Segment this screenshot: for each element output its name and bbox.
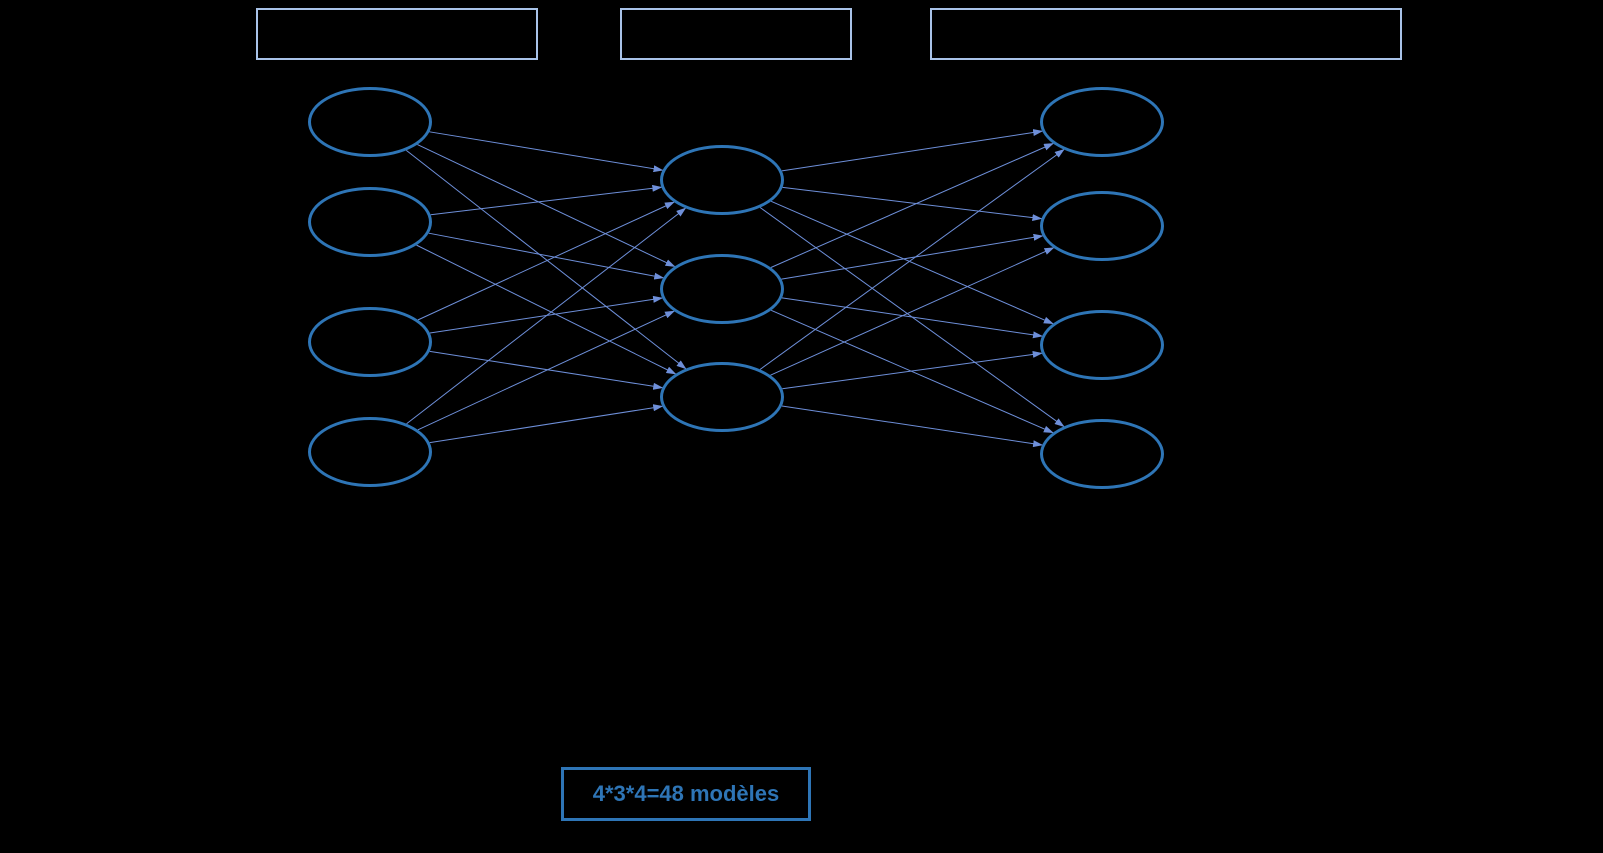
edge <box>418 202 674 320</box>
edge <box>431 187 662 215</box>
header-spatial-label: Echelle spatiale <box>327 23 467 46</box>
edge <box>781 236 1042 279</box>
summary-label: 4*3*4=48 modèles <box>593 781 780 807</box>
node-r4-label: r4 <box>1094 444 1110 464</box>
node-r4: r4 <box>1040 419 1164 489</box>
edge <box>782 298 1042 336</box>
edge <box>417 245 676 374</box>
summary-box: 4*3*4=48 modèles <box>561 767 811 821</box>
node-bretagne: Bretagne <box>308 187 432 257</box>
node-rcp45-label: RCP4.5 <box>692 280 752 299</box>
edge <box>771 144 1053 268</box>
edges-layer <box>0 0 1603 853</box>
edge <box>782 406 1042 445</box>
edge <box>430 351 662 387</box>
node-r2: r2 <box>1040 191 1164 261</box>
header-models: Simulations de modèles climatiques <box>930 8 1402 60</box>
node-brest-label: Brest <box>349 112 391 132</box>
edge <box>782 353 1041 389</box>
edge <box>782 131 1042 171</box>
node-monde: Monde <box>308 417 432 487</box>
header-spatial: Echelle spatiale <box>256 8 538 60</box>
edge <box>429 233 663 278</box>
header-models-label: Simulations de modèles climatiques <box>1007 23 1325 46</box>
node-rcp26-label: RCP2.6 <box>692 171 752 190</box>
node-rcp26: RCP2.6 <box>660 145 784 215</box>
header-scenario: Scénarios <box>620 8 852 60</box>
edge <box>430 406 662 442</box>
node-rcp85: RCP8.5 <box>660 362 784 432</box>
node-brest: Brest <box>308 87 432 157</box>
diagram-stage: Echelle spatiale Scénarios Simulations d… <box>0 0 1603 853</box>
node-bretagne-label: Bretagne <box>336 213 405 232</box>
node-france: France <box>308 307 432 377</box>
edge <box>407 208 686 423</box>
edge <box>760 208 1064 427</box>
node-r1: r1 <box>1040 87 1164 157</box>
node-r3-label: r3 <box>1094 335 1110 355</box>
node-r3: r3 <box>1040 310 1164 380</box>
edge <box>430 298 662 333</box>
node-r1-label: r1 <box>1094 112 1110 132</box>
header-scenario-label: Scénarios <box>692 23 781 46</box>
edge <box>771 201 1053 323</box>
edge <box>406 150 685 368</box>
edge <box>430 132 663 170</box>
node-r2-label: r2 <box>1094 216 1110 236</box>
edge <box>418 311 674 430</box>
edge <box>783 187 1042 218</box>
edge <box>771 310 1053 432</box>
node-france-label: France <box>342 332 398 352</box>
edge <box>417 145 674 267</box>
edge <box>760 150 1064 370</box>
edge <box>770 248 1053 375</box>
node-rcp45: RCP4.5 <box>660 254 784 324</box>
node-rcp85-label: RCP8.5 <box>692 388 752 407</box>
node-monde-label: Monde <box>342 442 397 462</box>
